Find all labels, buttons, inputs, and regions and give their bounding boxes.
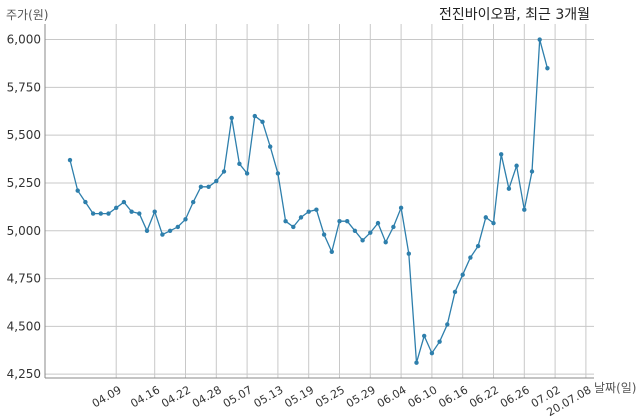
data-point: [244, 171, 250, 176]
x-tick-label: 05.29: [344, 383, 378, 410]
x-tick-label: 06.10: [406, 383, 440, 410]
data-point: [298, 215, 304, 220]
y-tick-label: 6,000: [7, 33, 41, 47]
data-point: [160, 232, 165, 237]
x-tick-label: 06.16: [436, 383, 470, 410]
y-tick-label: 4,250: [7, 367, 41, 381]
data-point: [429, 350, 435, 356]
data-point: [268, 144, 273, 149]
data-point: [475, 243, 481, 249]
data-point: [75, 188, 80, 193]
data-point: [237, 161, 242, 167]
data-point: [137, 211, 142, 216]
data-point: [114, 205, 119, 211]
x-tick-label: 05.25: [313, 383, 347, 410]
x-tick-label: 05.13: [252, 383, 286, 410]
data-point: [491, 220, 496, 226]
data-point: [329, 249, 334, 255]
data-point: [252, 113, 257, 119]
y-tick-label: 5,000: [7, 224, 41, 238]
data-point: [445, 322, 450, 327]
data-point: [98, 211, 104, 216]
x-tick-label: 06.22: [467, 383, 501, 410]
data-point: [175, 224, 180, 230]
data-point: [275, 171, 281, 176]
data-point: [167, 228, 173, 233]
data-point: [398, 205, 404, 211]
data-point: [67, 157, 73, 163]
data-point: [537, 37, 542, 42]
data-point: [414, 360, 419, 365]
y-tick-label: 5,250: [7, 176, 41, 190]
x-tick-label: 04.16: [128, 383, 162, 410]
data-point: [291, 224, 296, 230]
data-point: [183, 217, 188, 222]
chart-title: 전진바이오팜, 최근 3개월: [438, 7, 590, 23]
x-axis-label: 날짜(일): [594, 381, 637, 395]
data-point: [206, 184, 211, 189]
data-point: [83, 199, 88, 205]
data-point: [229, 115, 234, 121]
data-point: [144, 228, 150, 233]
data-point: [499, 152, 504, 157]
price-points: [67, 37, 550, 365]
data-point: [468, 255, 473, 260]
y-tick-label: 4,500: [7, 319, 41, 333]
y-tick-labels: 4,250 4,500 4,750 5,000 5,250 5,500 5,750 6,000: [7, 33, 41, 382]
data-point: [483, 215, 488, 220]
y-axis-label: 주가(원): [6, 8, 49, 22]
data-point: [337, 219, 342, 224]
data-point: [121, 199, 127, 205]
data-point: [129, 209, 134, 214]
data-point: [221, 169, 227, 174]
data-point: [314, 207, 319, 212]
x-tick-label: 04.09: [90, 383, 124, 410]
data-point: [198, 184, 204, 189]
data-point: [545, 66, 550, 71]
data-point: [522, 207, 527, 212]
x-tick-label: 06.26: [498, 383, 532, 410]
data-point: [460, 272, 465, 277]
data-point: [345, 219, 350, 224]
data-point: [529, 169, 535, 174]
data-point: [306, 209, 311, 214]
x-tick-label: 04.28: [190, 383, 224, 410]
data-point: [321, 232, 327, 237]
y-tick-label: 4,750: [7, 272, 41, 286]
data-point: [106, 211, 111, 216]
data-point: [391, 224, 396, 230]
data-point: [452, 289, 458, 295]
x-tick-label: 05.19: [282, 383, 316, 410]
data-point: [437, 339, 442, 344]
data-point: [352, 228, 358, 233]
x-tick-labels: 04.09 04.1604.2204.2805.0705.1305.1905.25…: [90, 383, 593, 419]
data-point: [214, 178, 219, 184]
data-point: [406, 251, 411, 256]
data-point: [90, 211, 96, 216]
data-point: [360, 238, 365, 243]
x-tick-label: 06.04: [375, 383, 409, 410]
data-point: [383, 240, 388, 245]
data-point: [283, 219, 288, 224]
data-point: [375, 220, 381, 226]
data-point: [506, 186, 512, 191]
chart-axes: [44, 24, 594, 379]
data-point: [514, 163, 519, 168]
x-tick-label: 05.07: [221, 383, 255, 410]
data-point: [191, 199, 196, 205]
y-tick-label: 5,500: [7, 128, 41, 142]
x-tick-label: 04.22: [159, 383, 193, 410]
data-point: [260, 119, 265, 124]
data-point: [422, 333, 427, 339]
y-tick-label: 5,750: [7, 80, 41, 94]
data-point: [152, 209, 157, 214]
data-point: [368, 230, 373, 235]
chart-grid: [45, 24, 594, 378]
